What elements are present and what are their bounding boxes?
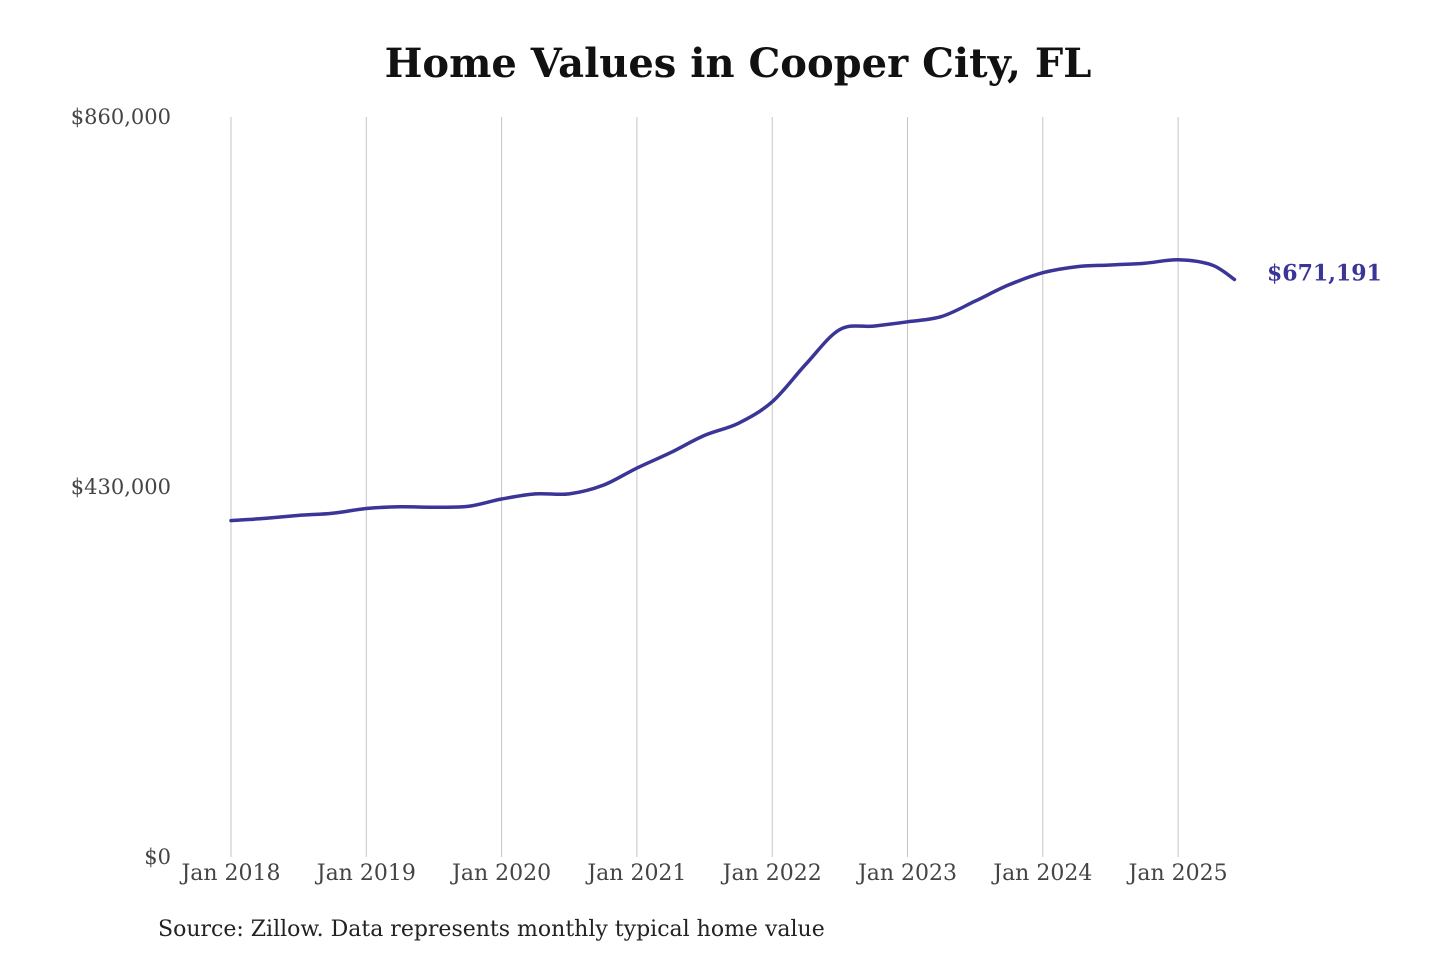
- y-tick-label: $0: [144, 845, 171, 869]
- x-tick-label: Jan 2024: [991, 861, 1092, 886]
- x-tick-label: Jan 2019: [315, 861, 416, 886]
- gridlines: [230, 117, 1179, 857]
- x-tick-label: Jan 2018: [179, 861, 280, 886]
- x-tick-label: Jan 2020: [450, 861, 551, 886]
- series-line-home-value: [229, 258, 1237, 523]
- y-axis-ticks: $0 $430,000 $860,000: [71, 105, 171, 869]
- x-tick-label: Jan 2023: [856, 861, 957, 886]
- x-tick-label: Jan 2025: [1127, 861, 1228, 886]
- x-axis-ticks: Jan 2018 Jan 2019 Jan 2020 Jan 2021 Jan 2022…: [179, 861, 1227, 886]
- series-layer: [229, 258, 1237, 523]
- x-tick-label: Jan 2022: [721, 861, 822, 886]
- x-tick-label: Jan 2021: [585, 861, 686, 886]
- source-note: Source: Zillow. Data represents monthly …: [158, 917, 825, 942]
- y-tick-label: $860,000: [71, 105, 171, 129]
- end-label-layer: $671,191: [1267, 260, 1382, 286]
- end-value-label: $671,191: [1267, 260, 1382, 286]
- y-tick-label: $430,000: [71, 475, 171, 499]
- chart-title: Home Values in Cooper City, FL: [384, 40, 1092, 87]
